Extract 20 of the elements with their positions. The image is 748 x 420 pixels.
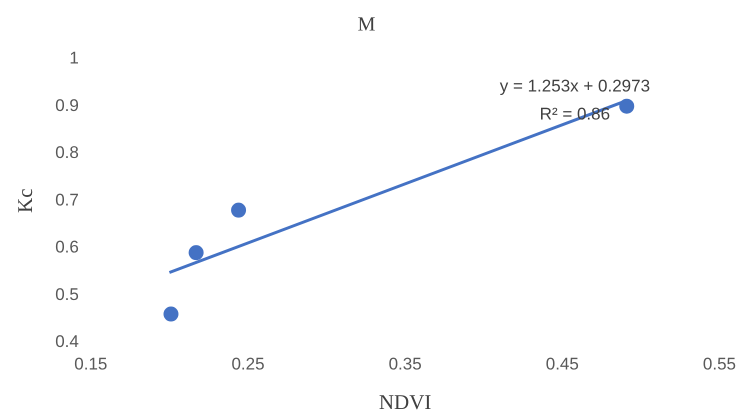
y-tick-label: 0.9 bbox=[55, 96, 79, 115]
chart-title: M bbox=[358, 13, 376, 36]
x-tick-label: 0.45 bbox=[546, 354, 579, 374]
x-tick-label: 0.15 bbox=[74, 354, 108, 374]
point bbox=[163, 306, 178, 322]
y-tick-label: 1 bbox=[69, 48, 79, 68]
x-axis-title: NDVI bbox=[378, 390, 432, 414]
point bbox=[619, 98, 634, 114]
point bbox=[188, 245, 204, 260]
point bbox=[231, 202, 246, 218]
annotation: y = 1.253x + 0.2973 bbox=[500, 76, 650, 96]
y-tick-label: 0.5 bbox=[55, 284, 79, 304]
y-tick-label: 0.4 bbox=[55, 332, 79, 352]
x-tick-label: 0.25 bbox=[231, 354, 265, 374]
x-tick-label: 0.35 bbox=[388, 354, 422, 374]
y-tick-label: 0.8 bbox=[55, 143, 79, 162]
y-axis-title: Kc bbox=[13, 188, 38, 213]
y-tick-label: 0.6 bbox=[55, 238, 79, 257]
y-tick-label: 0.7 bbox=[55, 190, 79, 210]
x-tick-label: 0.55 bbox=[702, 354, 736, 374]
